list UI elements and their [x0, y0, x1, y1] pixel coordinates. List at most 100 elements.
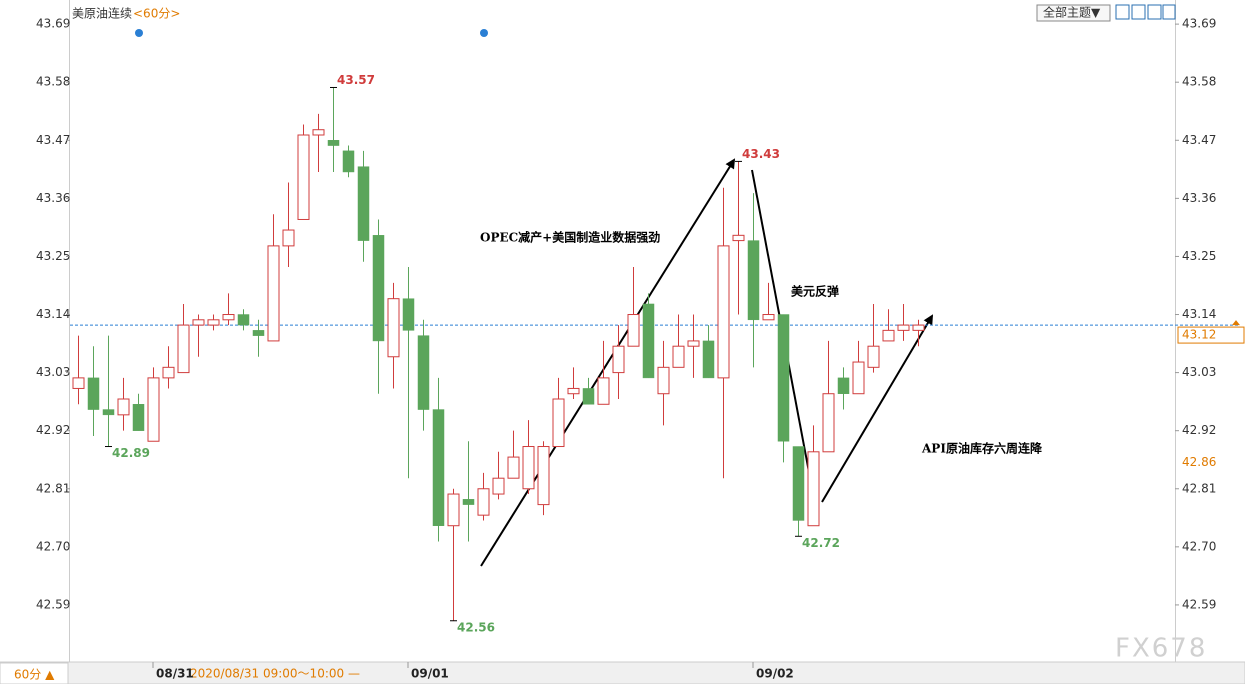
- y-tick-label: 43.36: [1182, 191, 1216, 205]
- candle-body: [522, 446, 535, 490]
- reference-price-label: 42.86: [1182, 455, 1216, 469]
- x-tick-label: 09/01: [411, 667, 449, 681]
- period-button[interactable]: [0, 662, 69, 684]
- candle-body: [717, 245, 730, 379]
- bottom-bar: [0, 661, 1245, 684]
- candle-body: [687, 340, 700, 347]
- candle-body: [402, 298, 415, 331]
- candle-body: [657, 366, 670, 395]
- candle-body: [507, 456, 520, 479]
- candle-body: [882, 329, 895, 342]
- y-tick-label: 43.25: [1182, 249, 1216, 263]
- chart-title: 美原油连续: [72, 6, 132, 21]
- candle-body: [732, 234, 745, 242]
- y-tick-label: 42.81: [36, 481, 70, 495]
- y-tick-label: 43.47: [36, 133, 70, 147]
- y-tick-label: 43.69: [36, 17, 70, 31]
- candle-body: [147, 377, 160, 442]
- event-dot[interactable]: [480, 29, 488, 37]
- annotation: OPEC减产+美国制造业数据强劲: [480, 230, 660, 245]
- y-tick-label: 43.69: [1182, 17, 1216, 31]
- arrow: [480, 158, 736, 567]
- toolbar-icon[interactable]: [1162, 4, 1176, 20]
- last-price-pointer: [1232, 320, 1240, 326]
- candle-body: [867, 345, 880, 368]
- candle-body: [447, 493, 460, 527]
- toolbar-icon[interactable]: [1115, 4, 1130, 20]
- candle-body: [357, 166, 370, 241]
- extreme-label: 42.56: [457, 620, 495, 634]
- candle-body: [102, 409, 115, 416]
- candle-body: [897, 324, 910, 331]
- extreme-label: 43.43: [742, 147, 780, 161]
- extreme-label: 42.89: [112, 446, 150, 460]
- candle-body: [87, 377, 100, 410]
- candle-body: [432, 409, 445, 526]
- toolbar-icon[interactable]: [1131, 4, 1146, 20]
- candle-body: [192, 319, 205, 326]
- last-price-box: [1177, 326, 1245, 344]
- candle-body: [117, 398, 130, 416]
- candle-body: [642, 303, 655, 379]
- watermark: FX678: [1115, 634, 1207, 664]
- candle-body: [477, 488, 490, 516]
- candle-body: [612, 345, 625, 374]
- x-tick-label: 09/02: [756, 667, 794, 681]
- arrow: [821, 314, 934, 503]
- toolbar-icons: [1115, 4, 1176, 20]
- y-tick-label: 43.36: [36, 191, 70, 205]
- period-label[interactable]: <60分>: [133, 7, 180, 21]
- candle-body: [807, 451, 820, 527]
- candle-body: [552, 398, 565, 448]
- candle-body: [672, 345, 685, 368]
- y-tick-label: 43.58: [1182, 75, 1216, 89]
- candle-body: [342, 150, 355, 173]
- y-tick-label: 43.14: [36, 307, 70, 321]
- candle-body: [462, 499, 475, 505]
- candle-body: [792, 446, 805, 521]
- event-dot[interactable]: [135, 29, 143, 37]
- candle-body: [837, 377, 850, 394]
- candle-body: [132, 404, 145, 431]
- y-tick-label: 43.58: [36, 75, 70, 89]
- y-tick-label: 42.59: [36, 597, 70, 611]
- y-tick-label: 43.03: [36, 365, 70, 379]
- y-tick-label: 42.92: [36, 423, 70, 437]
- candle-body: [282, 229, 295, 247]
- candle-body: [777, 314, 790, 442]
- y-tick-label: 43.03: [1182, 365, 1216, 379]
- candle-body: [207, 319, 220, 326]
- candle-body: [387, 298, 400, 358]
- y-tick-label: 43.25: [36, 249, 70, 263]
- candle-body: [417, 335, 430, 410]
- y-tick-label: 42.59: [1182, 597, 1216, 611]
- period-button-label[interactable]: 60分 ▲: [14, 668, 55, 682]
- candle-body: [627, 314, 640, 347]
- y-tick-label: 42.92: [1182, 423, 1216, 437]
- y-tick-label: 43.14: [1182, 307, 1216, 321]
- extreme-label: 43.57: [337, 73, 375, 87]
- theme-menu[interactable]: [1036, 4, 1111, 22]
- candle-body: [312, 129, 325, 136]
- candle-body: [852, 361, 865, 395]
- y-tick-label: 42.81: [1182, 481, 1216, 495]
- candle-body: [297, 134, 310, 220]
- cursor-time: 2020/08/31 09:00～10:00 —: [190, 667, 360, 681]
- theme-menu-label[interactable]: 全部主题▼: [1043, 5, 1101, 20]
- candle-body: [252, 330, 265, 336]
- candle-body: [372, 235, 385, 342]
- candle-body: [267, 245, 280, 342]
- candle-body: [492, 477, 505, 495]
- candle-body: [567, 387, 580, 395]
- candle-body: [162, 366, 175, 379]
- last-price-label: 43.12: [1182, 328, 1216, 342]
- candle-body: [747, 240, 760, 321]
- y-tick-label: 43.47: [1182, 133, 1216, 147]
- candle-body: [762, 314, 775, 321]
- toolbar-icon[interactable]: [1147, 4, 1162, 20]
- candle-body: [912, 324, 925, 331]
- candle-body: [177, 324, 190, 374]
- annotation: 美元反弹: [791, 284, 839, 299]
